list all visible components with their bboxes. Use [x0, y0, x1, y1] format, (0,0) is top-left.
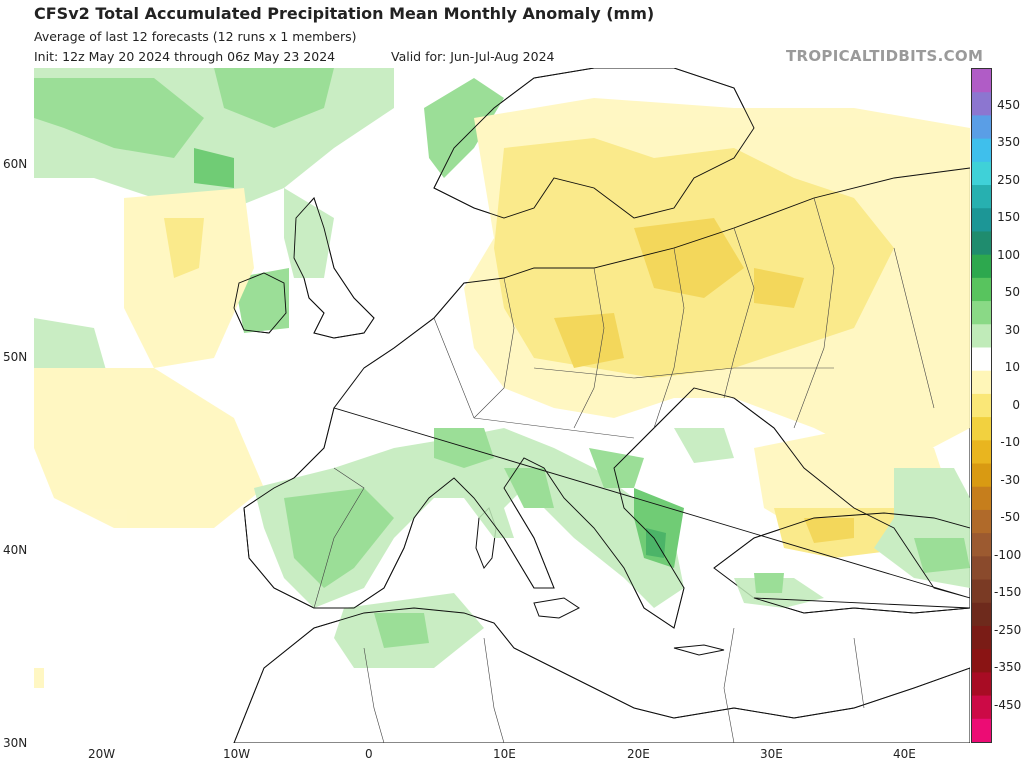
map-title: CFSv2 Total Accumulated Precipitation Me…	[34, 4, 655, 23]
lon-label-10w: 10W	[223, 747, 251, 761]
colorbar-swatch	[972, 185, 991, 209]
lon-label-30e: 30E	[760, 747, 783, 761]
lon-label-40e: 40E	[893, 747, 916, 761]
colorbar-swatch	[972, 556, 991, 581]
colorbar-swatch	[972, 69, 991, 93]
colorbar-tick-label: 250	[997, 172, 1020, 187]
lon-label-10e: 10E	[493, 747, 516, 761]
colorbar-swatch	[972, 509, 991, 534]
colorbar-tick-label: -100	[994, 547, 1022, 562]
colorbar-swatch	[972, 672, 991, 697]
brand-watermark: TROPICALTIDBITS.COM	[786, 47, 984, 65]
map-subtitle: Average of last 12 forecasts (12 runs x …	[34, 29, 357, 44]
colorbar-swatch	[972, 625, 991, 650]
colorbar-tick-label: -30	[1000, 472, 1020, 487]
lon-label-20e: 20E	[627, 747, 650, 761]
colorbar-tick-label: -450	[994, 697, 1022, 712]
colorbar-swatch	[972, 324, 991, 348]
init-time: Init: 12z May 20 2024 through 06z May 23…	[34, 49, 336, 64]
colorbar-swatch	[972, 486, 991, 511]
colorbar-tick-label: 0	[1012, 397, 1020, 412]
colorbar-tick-label: -250	[994, 622, 1022, 637]
colorbar-tick-label: 50	[1004, 285, 1020, 299]
colorbar	[971, 68, 992, 743]
colorbar-swatch	[972, 138, 991, 163]
colorbar-swatch	[972, 161, 991, 186]
colorbar-swatch	[972, 254, 991, 279]
colorbar-swatches	[972, 69, 991, 742]
colorbar-swatch	[972, 370, 991, 395]
country-borders	[313, 197, 935, 743]
colorbar-swatch	[972, 718, 991, 742]
colorbar-swatch	[972, 417, 991, 441]
colorbar-swatch	[972, 115, 991, 140]
colorbar-swatch	[972, 347, 991, 372]
colorbar-swatch	[972, 208, 991, 232]
colorbar-swatch	[972, 231, 991, 256]
lat-label-50n: 50N	[3, 350, 28, 364]
map-canvas	[34, 68, 970, 743]
colorbar-swatch	[972, 463, 991, 488]
lat-label-40n: 40N	[3, 543, 28, 557]
colorbar-tick-label: 450	[997, 97, 1020, 112]
colorbar-tick-label: 30	[1004, 322, 1020, 337]
colorbar-swatch	[972, 92, 991, 116]
colorbar-tick-label: 350	[997, 135, 1020, 149]
colorbar-swatch	[972, 695, 991, 720]
coastlines	[233, 68, 970, 743]
colorbar-swatch	[972, 533, 991, 557]
colorbar-tick-label: 10	[1004, 360, 1020, 374]
colorbar-tick-label: -150	[994, 585, 1022, 599]
valid-time: Valid for: Jun-Jul-Aug 2024	[391, 49, 555, 64]
colorbar-tick-label: -50	[1000, 510, 1020, 524]
colorbar-tick-label: -350	[994, 660, 1022, 674]
colorbar-swatch	[972, 301, 991, 325]
colorbar-tick-label: 100	[997, 247, 1020, 262]
colorbar-swatch	[972, 649, 991, 673]
lon-label-20w: 20W	[88, 747, 116, 761]
colorbar-tick-label: -10	[1000, 435, 1020, 449]
colorbar-swatch	[972, 440, 991, 465]
colorbar-swatch	[972, 602, 991, 627]
lon-label-0: 0	[365, 747, 373, 761]
colorbar-swatch	[972, 277, 991, 302]
lat-label-60n: 60N	[3, 157, 28, 171]
colorbar-tick-label: 150	[997, 210, 1020, 224]
colorbar-swatch	[972, 579, 991, 604]
colorbar-swatch	[972, 393, 991, 418]
lat-label-30n: 30N	[3, 736, 28, 750]
precipitation-anomaly-map	[34, 68, 970, 743]
